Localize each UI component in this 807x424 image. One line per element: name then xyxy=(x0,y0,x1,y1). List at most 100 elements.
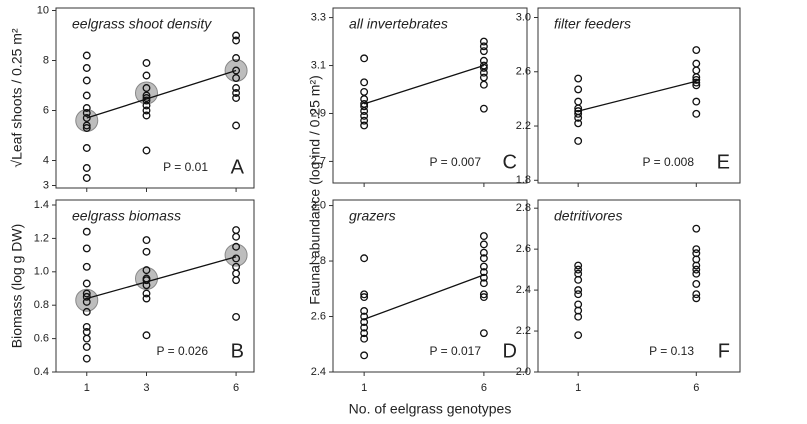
data-point xyxy=(232,36,241,45)
data-point xyxy=(360,334,369,343)
data-point xyxy=(232,276,241,285)
fit-line xyxy=(86,256,237,300)
data-point xyxy=(232,94,241,102)
data-point xyxy=(479,63,488,72)
data-point xyxy=(232,84,241,92)
data-point xyxy=(82,104,91,112)
data-point xyxy=(692,97,701,106)
data-point xyxy=(692,290,701,299)
panel-letter: C xyxy=(503,151,517,173)
y-tick-label: 3.0 xyxy=(516,11,531,23)
y-tick-label: 4 xyxy=(43,154,49,166)
plot-frame xyxy=(55,199,255,373)
data-point xyxy=(142,236,151,245)
data-point xyxy=(574,104,583,113)
data-point xyxy=(82,289,91,298)
data-point xyxy=(360,254,369,263)
fit-line xyxy=(578,80,697,112)
plot-frame xyxy=(332,7,528,184)
data-point xyxy=(692,75,701,84)
data-point xyxy=(479,80,488,89)
data-point xyxy=(232,226,241,235)
data-point xyxy=(232,31,241,40)
y-axis-label: Biomass (log g DW) xyxy=(9,224,25,348)
y-tick-label: 2.2 xyxy=(516,325,531,337)
data-point xyxy=(82,64,91,72)
data-point xyxy=(142,91,151,100)
data-point xyxy=(360,116,369,125)
data-point xyxy=(479,279,488,288)
data-point xyxy=(360,329,369,338)
data-point xyxy=(142,71,151,80)
data-point xyxy=(692,294,701,303)
x-tick-label: 1 xyxy=(361,382,367,394)
panel-title: grazers xyxy=(349,208,396,224)
data-point xyxy=(479,329,488,338)
data-point xyxy=(82,91,91,100)
y-tick-label: 2.6 xyxy=(516,66,531,78)
data-point xyxy=(574,109,583,118)
data-point xyxy=(692,109,701,118)
data-point xyxy=(574,265,583,274)
data-point xyxy=(142,247,151,256)
data-point xyxy=(82,76,91,85)
data-point xyxy=(82,121,91,130)
data-point xyxy=(479,293,488,302)
data-point xyxy=(142,111,151,120)
data-point xyxy=(232,74,241,82)
data-point xyxy=(574,312,583,321)
data-point xyxy=(232,254,241,263)
y-tick-label: 3 xyxy=(43,179,49,191)
data-point xyxy=(82,174,91,182)
data-point xyxy=(82,244,91,253)
data-point xyxy=(360,290,369,299)
data-point xyxy=(692,46,701,55)
data-point xyxy=(82,227,91,236)
data-point xyxy=(360,351,369,360)
y-tick-label: 2.6 xyxy=(516,243,531,255)
data-point xyxy=(479,68,488,77)
p-value: P = 0.026 xyxy=(157,344,209,358)
y-tick-label: 2.9 xyxy=(311,107,326,119)
data-point xyxy=(232,89,241,97)
data-point xyxy=(82,124,91,132)
data-point xyxy=(82,322,91,331)
x-tick-label: 6 xyxy=(693,382,699,394)
data-point xyxy=(82,109,91,117)
data-point xyxy=(692,78,701,87)
p-value: P = 0.01 xyxy=(163,160,208,174)
p-value: P = 0.13 xyxy=(649,344,694,358)
data-point xyxy=(692,81,701,90)
data-point xyxy=(479,47,488,56)
data-point xyxy=(360,107,369,116)
data-point xyxy=(479,37,488,46)
data-point xyxy=(142,106,151,115)
panel-title: eelgrass shoot density xyxy=(72,16,212,32)
data-point xyxy=(142,59,151,67)
panel-title: detritivores xyxy=(554,208,622,224)
data-point xyxy=(479,73,488,82)
data-point xyxy=(82,164,91,172)
data-point xyxy=(142,94,151,102)
y-tick-label: 2.7 xyxy=(311,155,326,167)
x-tick-label: 3 xyxy=(143,382,149,394)
data-point xyxy=(479,42,488,51)
data-point xyxy=(692,265,701,274)
data-point xyxy=(479,268,488,277)
data-point xyxy=(360,318,369,327)
data-point xyxy=(360,78,369,87)
data-point xyxy=(360,312,369,321)
data-point xyxy=(82,292,91,301)
data-point xyxy=(479,262,488,271)
data-point xyxy=(142,84,151,92)
data-point xyxy=(360,121,369,130)
data-point xyxy=(574,97,583,106)
data-point xyxy=(82,307,91,316)
data-point xyxy=(479,248,488,257)
data-point xyxy=(574,119,583,128)
panel-letter: B xyxy=(231,340,244,362)
data-point xyxy=(142,146,151,155)
y-tick-label: 1.0 xyxy=(34,266,49,278)
data-point xyxy=(232,232,241,241)
data-point xyxy=(82,51,91,60)
